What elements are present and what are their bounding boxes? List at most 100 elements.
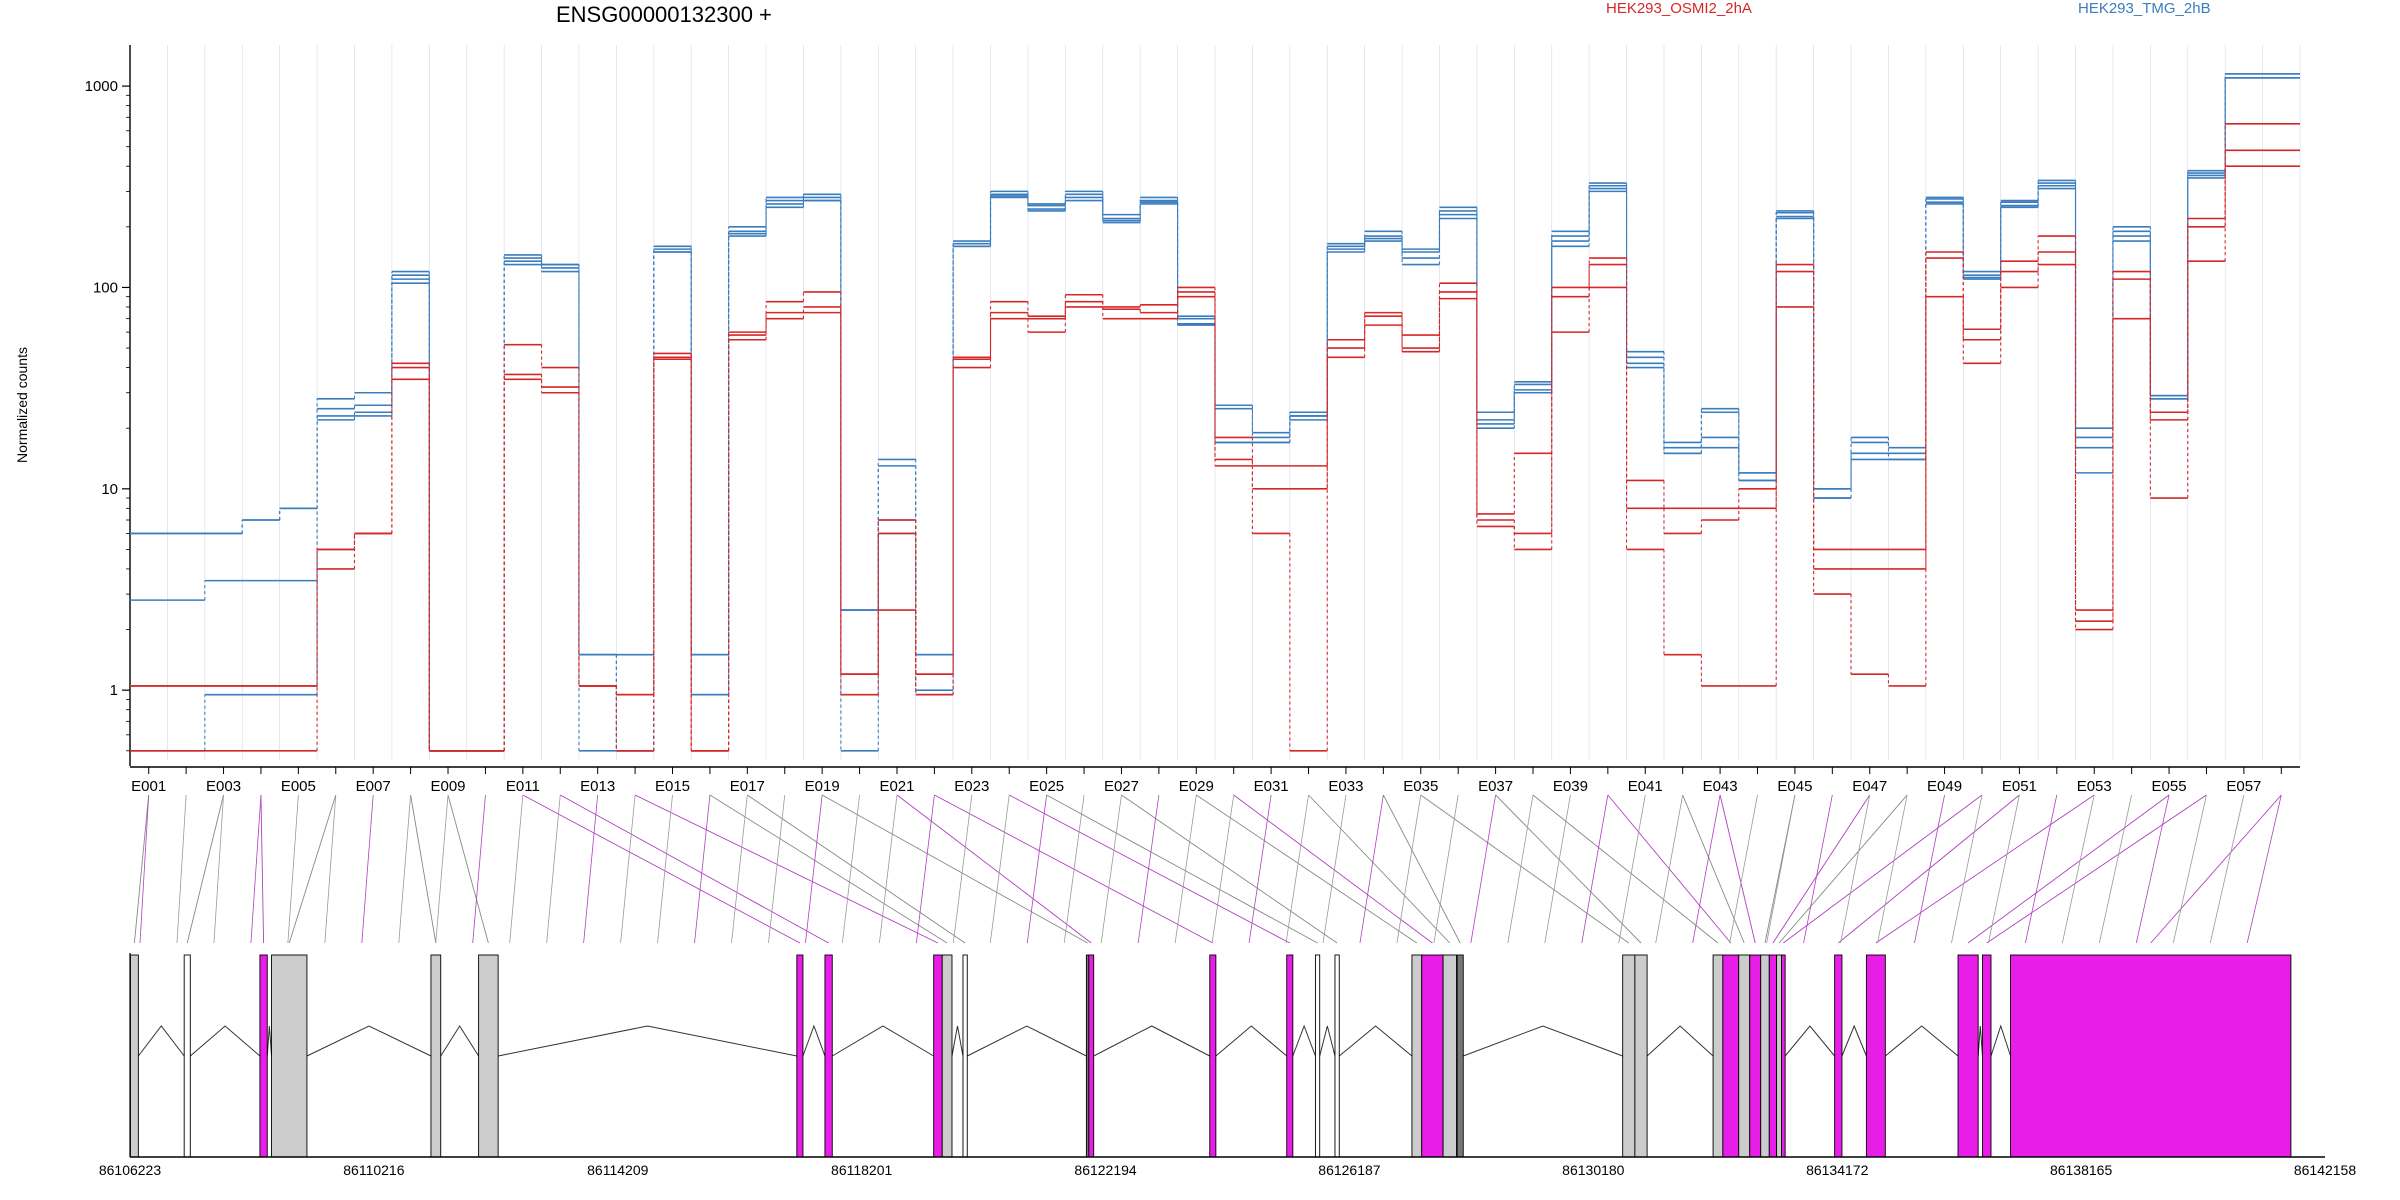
exon-block xyxy=(1622,954,1636,1158)
bin-connector xyxy=(361,794,374,944)
bin-connector xyxy=(915,794,935,944)
bin-connector xyxy=(620,794,636,944)
bin-connector xyxy=(1914,794,1945,944)
x-tick-label: E037 xyxy=(1478,778,1513,795)
x-tick-label: E041 xyxy=(1628,778,1663,795)
legend-entry-osmi2: HEK293_OSMI2_2hA xyxy=(1606,0,1752,17)
bin-connector xyxy=(139,794,150,944)
exon-connector xyxy=(747,794,966,944)
exon-block xyxy=(1442,954,1457,1158)
exon-connector xyxy=(1838,794,2020,944)
exon-connector xyxy=(186,794,224,944)
exon-block xyxy=(129,954,139,1158)
x-tick-label: E027 xyxy=(1104,778,1139,795)
x-tick-label: E043 xyxy=(1703,778,1738,795)
bin-connector xyxy=(1026,794,1048,944)
exon-connector xyxy=(1382,794,1461,944)
bin-connector xyxy=(878,794,898,944)
intron-line xyxy=(1319,1025,1336,1057)
intron-line xyxy=(832,1025,934,1057)
exon-block xyxy=(1088,954,1095,1158)
exon-block xyxy=(1749,954,1762,1158)
intron-line xyxy=(1338,1025,1413,1057)
intron-line xyxy=(1977,1025,1983,1057)
exon-block xyxy=(941,954,953,1158)
exon-block xyxy=(1421,954,1444,1158)
exon-connector xyxy=(1719,794,1756,944)
exon-block xyxy=(2010,954,2292,1158)
bin-connector xyxy=(1063,794,1085,944)
exon-block xyxy=(1634,954,1648,1158)
intron-line xyxy=(1885,1025,1959,1057)
bin-connector xyxy=(1803,794,1833,944)
bin-connector xyxy=(2135,794,2170,944)
bin-connector xyxy=(1840,794,1871,944)
bin-connector xyxy=(952,794,973,944)
bin-connector xyxy=(472,794,486,944)
exon-connector xyxy=(934,794,1214,944)
bin-connector xyxy=(1692,794,1721,944)
bin-connector xyxy=(2246,794,2282,944)
intron-line xyxy=(189,1025,261,1057)
x-tick-label: E049 xyxy=(1927,778,1962,795)
exon-block xyxy=(1760,954,1770,1158)
bin-connector xyxy=(657,794,673,944)
coordinate-label: 86142158 xyxy=(2294,1162,2357,1178)
exon-block xyxy=(933,954,943,1158)
intron-line xyxy=(1784,1025,1836,1057)
x-tick-label: E019 xyxy=(805,778,840,795)
exon-connector xyxy=(1778,794,1908,944)
exon-block xyxy=(1722,954,1740,1158)
x-tick-label: E009 xyxy=(430,778,465,795)
bin-connector xyxy=(250,794,262,944)
bin-connector xyxy=(1877,794,1908,944)
exon-block xyxy=(183,954,191,1158)
exon-connector xyxy=(447,794,489,944)
bin-connector xyxy=(1951,794,1983,944)
bin-connector xyxy=(842,794,860,944)
coordinate-label: 86118201 xyxy=(831,1162,892,1178)
y-tick-label: 1000 xyxy=(85,78,118,95)
exon-block xyxy=(259,954,268,1158)
exon-block xyxy=(1957,954,1979,1158)
exon-connector xyxy=(1121,794,1338,944)
bin-connector xyxy=(2172,794,2207,944)
intron-line xyxy=(1463,1025,1623,1057)
exon-connector xyxy=(288,794,337,944)
x-tick-label: E051 xyxy=(2002,778,2037,795)
bin-connector xyxy=(2209,794,2245,944)
x-tick-label: E017 xyxy=(730,778,765,795)
bin-connector xyxy=(287,794,299,944)
bin-connector xyxy=(1655,794,1684,944)
y-tick-label: 1 xyxy=(110,682,118,699)
intron-line xyxy=(440,1025,480,1057)
exon-connector xyxy=(522,794,801,944)
exon-connector xyxy=(1783,794,1983,944)
intron-line xyxy=(1093,1025,1210,1057)
coordinate-label: 86126187 xyxy=(1318,1162,1381,1178)
bin-connector xyxy=(1581,794,1609,944)
bin-connector xyxy=(1137,794,1160,944)
bin-connector xyxy=(546,794,561,944)
bin-connector xyxy=(176,794,187,944)
exon-block xyxy=(1456,954,1464,1158)
bin-connector xyxy=(2098,794,2133,944)
bin-connector xyxy=(1766,794,1796,944)
x-tick-label: E045 xyxy=(1777,778,1812,795)
exon-connector xyxy=(560,794,829,944)
x-tick-label: E001 xyxy=(131,778,166,795)
bin-connector xyxy=(1507,794,1534,944)
bin-connector xyxy=(1544,794,1571,944)
coordinate-label: 86110216 xyxy=(343,1162,404,1178)
exon-block xyxy=(430,954,442,1158)
bin-connector xyxy=(989,794,1010,944)
bin-connector xyxy=(1729,794,1758,944)
x-tick-label: E007 xyxy=(356,778,391,795)
intron-line xyxy=(1292,1024,1316,1057)
exon-block xyxy=(1334,954,1340,1158)
exon-block xyxy=(1781,954,1786,1158)
bin-connector xyxy=(1285,794,1309,944)
exon-block xyxy=(1411,954,1423,1158)
intron-line xyxy=(967,1025,1087,1057)
